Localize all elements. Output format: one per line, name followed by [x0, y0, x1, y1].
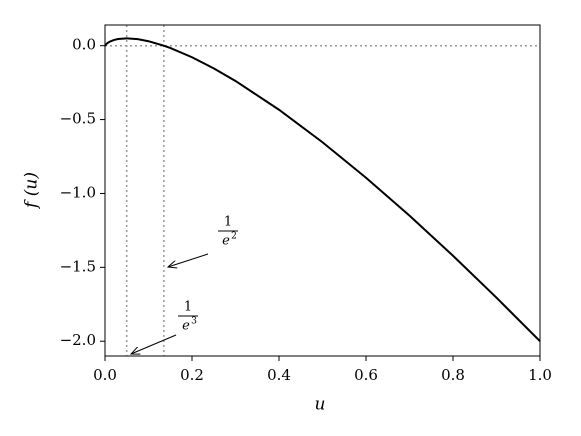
plot-frame: [104, 24, 541, 357]
x-tick-label: 0.0: [93, 366, 117, 384]
y-tick-label: −1.0: [60, 183, 96, 201]
y-axis-label: f (u): [22, 172, 42, 210]
x-axis-label: u: [315, 395, 326, 415]
annotation-arrow: [131, 334, 177, 354]
annotation-exponent: 2: [231, 232, 237, 242]
y-tick-label: −1.5: [60, 257, 96, 275]
x-tick-label: 0.4: [267, 366, 291, 384]
y-tick-label: −0.5: [60, 110, 96, 128]
annotation-base: e: [182, 319, 190, 334]
curve: [104, 37, 541, 342]
y-tick-label: −2.0: [60, 331, 96, 349]
annotation-arrow: [168, 253, 209, 267]
x-tick-label: 0.6: [354, 366, 378, 384]
x-tick-label: 0.8: [441, 366, 465, 384]
annotation-numerator: 1: [184, 300, 192, 315]
annotation-base: e: [222, 234, 230, 249]
annotation-numerator: 1: [224, 215, 232, 230]
x-tick-label: 0.2: [180, 366, 204, 384]
x-tick-label: 1.0: [528, 366, 552, 384]
y-tick-label: 0.0: [72, 36, 96, 54]
annotation-exponent: 3: [191, 317, 197, 327]
